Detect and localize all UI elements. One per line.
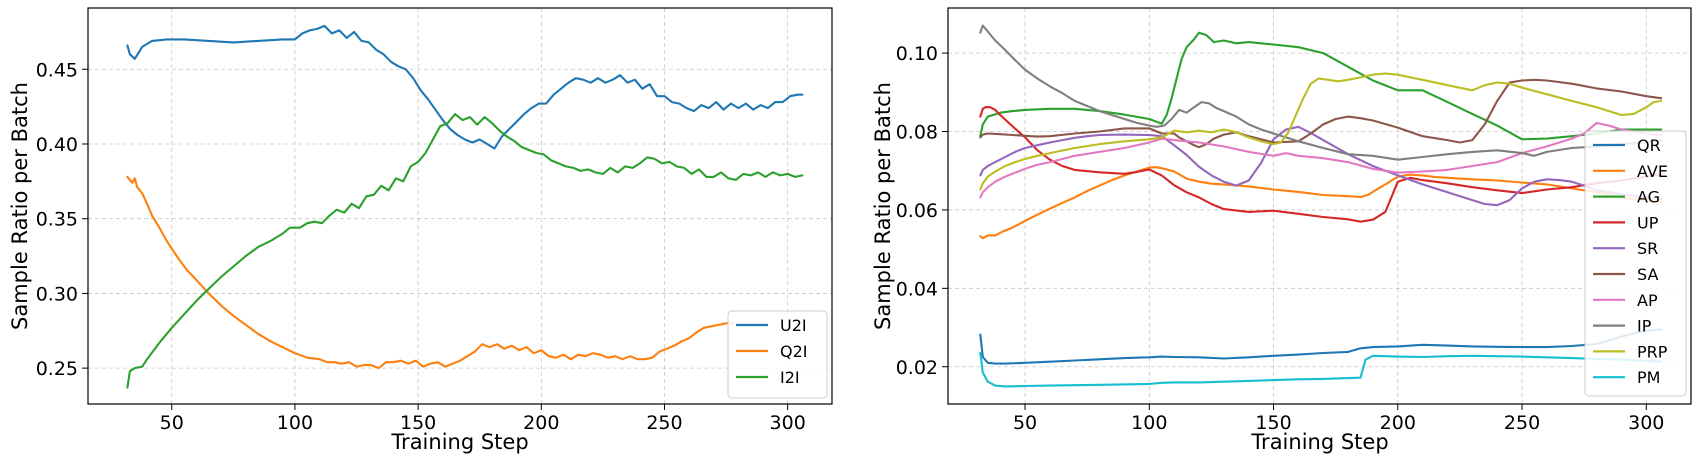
y-tick-label: 0.25 xyxy=(36,358,78,380)
plot-frame xyxy=(87,7,833,405)
x-tick-label: 200 xyxy=(523,412,559,434)
chart-right: 50 100 150 200 250 300 0.02 0.04 0.06 0.08 0.10 Tr… xyxy=(871,7,1692,454)
plot-frame xyxy=(947,7,1692,405)
series-group xyxy=(126,24,804,389)
series-line-ave xyxy=(979,166,1663,240)
y-axis-label: Sample Ratio per Batch xyxy=(8,82,32,330)
x-tick-label: 250 xyxy=(646,412,682,434)
legend-label-pm: PM xyxy=(1637,368,1660,387)
plot-area xyxy=(948,8,1691,404)
x-axis-label: Training Step xyxy=(1250,430,1388,454)
series-group xyxy=(979,24,1663,388)
x-tick-label: 50 xyxy=(1013,412,1037,434)
legend-label-ag: AG xyxy=(1637,188,1660,207)
legend-label-qr: QR xyxy=(1637,136,1661,155)
series-line-ip xyxy=(979,24,1663,161)
grid xyxy=(948,8,1691,404)
legend-label-u2i: U2I xyxy=(780,316,807,335)
legend-label-sr: SR xyxy=(1637,239,1658,258)
x-tick-label: 150 xyxy=(400,412,436,434)
legend: QR AVE AG UP SR SA AP IP PRP PM xyxy=(1584,130,1687,397)
series-line-up xyxy=(979,106,1663,223)
series-line-pm xyxy=(979,351,1663,388)
legend-label-sa: SA xyxy=(1637,265,1658,284)
series-line-sa xyxy=(979,78,1663,149)
legend-label-ip: IP xyxy=(1637,317,1652,336)
y-axis-label: Sample Ratio per Batch xyxy=(871,82,895,330)
series-line-q2i xyxy=(126,175,735,370)
series-line-i2i xyxy=(126,113,804,389)
x-tick-label: 200 xyxy=(1380,412,1416,434)
x-tick-label: 250 xyxy=(1504,412,1540,434)
ticks: 50 100 150 200 250 300 0.25 0.30 0.35 0.40 0.45 xyxy=(36,59,806,434)
y-tick-label: 0.02 xyxy=(896,357,938,379)
y-tick-label: 0.10 xyxy=(896,43,938,65)
y-tick-label: 0.40 xyxy=(36,134,78,156)
series-line-qr xyxy=(979,328,1663,365)
x-tick-label: 300 xyxy=(1628,412,1664,434)
x-tick-label: 50 xyxy=(160,412,184,434)
x-tick-label: 100 xyxy=(1131,412,1167,434)
legend-label-ave: AVE xyxy=(1637,162,1668,181)
grid xyxy=(88,8,832,404)
y-tick-label: 0.45 xyxy=(36,59,78,81)
ticks: 50 100 150 200 250 300 0.02 0.04 0.06 0.08 0.10 xyxy=(896,43,1665,434)
legend: U2I Q2I I2I xyxy=(727,310,828,399)
x-tick-label: 300 xyxy=(770,412,806,434)
legend-label-up: UP xyxy=(1637,213,1659,232)
legend-label-i2i: I2I xyxy=(780,368,800,387)
y-tick-label: 0.04 xyxy=(896,278,938,300)
y-tick-label: 0.08 xyxy=(896,122,938,144)
plot-area xyxy=(88,8,832,404)
chart-left: 50 100 150 200 250 300 0.25 0.30 0.35 0.40 0.45 Tr… xyxy=(8,7,833,454)
y-tick-label: 0.35 xyxy=(36,209,78,231)
series-line-u2i xyxy=(126,24,804,150)
series-line-prp xyxy=(979,72,1663,191)
series-line-sr xyxy=(979,125,1663,207)
y-tick-label: 0.06 xyxy=(896,200,938,222)
series-line-ag xyxy=(979,31,1663,141)
series-line-ap xyxy=(979,121,1663,199)
y-tick-label: 0.30 xyxy=(36,283,78,305)
x-tick-label: 100 xyxy=(277,412,313,434)
legend-label-prp: PRP xyxy=(1637,342,1668,361)
x-tick-label: 150 xyxy=(1255,412,1291,434)
x-axis-label: Training Step xyxy=(390,430,528,454)
legend-label-ap: AP xyxy=(1637,291,1658,310)
legend-label-q2i: Q2I xyxy=(780,342,808,361)
